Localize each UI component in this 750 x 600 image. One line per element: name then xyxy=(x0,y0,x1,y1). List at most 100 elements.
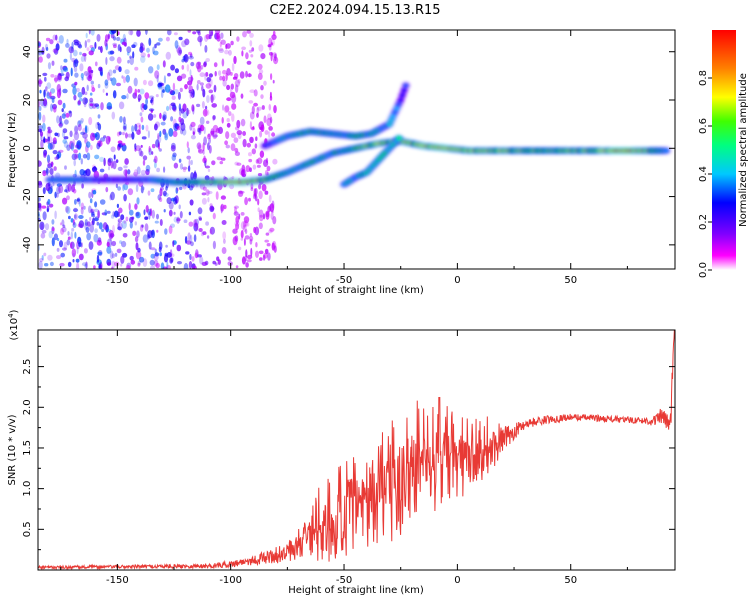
noise-mark xyxy=(88,205,92,214)
noise-mark xyxy=(98,46,101,50)
noise-mark xyxy=(49,142,55,150)
noise-mark xyxy=(241,50,244,57)
noise-mark xyxy=(59,73,65,77)
noise-mark xyxy=(191,93,194,99)
noise-mark xyxy=(196,103,201,108)
noise-mark xyxy=(220,195,226,200)
noise-mark xyxy=(155,139,160,148)
noise-mark xyxy=(198,127,202,134)
noise-mark xyxy=(88,69,92,79)
snr-xtick-label: -100 xyxy=(219,575,242,586)
noise-mark xyxy=(92,189,97,195)
noise-mark xyxy=(118,66,122,73)
noise-mark xyxy=(221,58,225,67)
noise-mark xyxy=(54,74,58,84)
noise-mark xyxy=(182,166,188,170)
noise-mark xyxy=(272,79,275,84)
noise-mark xyxy=(251,105,255,115)
noise-mark xyxy=(177,122,182,127)
noise-mark xyxy=(261,184,267,192)
noise-mark xyxy=(236,162,242,166)
noise-mark xyxy=(154,161,157,169)
noise-mark xyxy=(75,258,80,263)
noise-mark xyxy=(62,102,66,109)
noise-mark xyxy=(63,136,69,140)
noise-mark xyxy=(125,74,130,83)
noise-mark xyxy=(97,123,102,131)
noise-mark xyxy=(272,216,277,225)
noise-mark xyxy=(165,36,170,42)
noise-mark xyxy=(136,197,140,205)
noise-mark xyxy=(99,199,106,205)
noise-mark xyxy=(115,159,119,164)
noise-mark xyxy=(203,126,206,135)
noise-mark xyxy=(126,93,129,100)
noise-mark xyxy=(89,216,92,221)
noise-mark xyxy=(49,91,52,98)
noise-mark xyxy=(186,141,189,149)
noise-mark xyxy=(146,47,150,53)
noise-mark xyxy=(273,105,277,114)
figure-title: C2E2.2024.094.15.13.R15 xyxy=(269,3,440,18)
noise-mark xyxy=(202,231,207,236)
noise-mark xyxy=(46,154,51,164)
noise-mark xyxy=(76,262,80,269)
noise-mark xyxy=(264,248,269,255)
noise-mark xyxy=(41,205,47,209)
noise-mark xyxy=(206,95,210,103)
noise-mark xyxy=(148,66,154,74)
noise-mark xyxy=(143,209,146,216)
noise-mark xyxy=(75,144,80,149)
noise-mark xyxy=(134,203,138,210)
noise-mark xyxy=(142,155,148,161)
noise-mark xyxy=(217,47,224,52)
noise-mark xyxy=(117,140,123,144)
noise-mark xyxy=(61,226,67,233)
noise-mark xyxy=(47,136,51,142)
noise-mark xyxy=(121,75,124,79)
noise-mark xyxy=(82,97,88,105)
noise-mark xyxy=(46,91,50,97)
noise-mark xyxy=(135,184,139,193)
noise-mark xyxy=(248,152,252,157)
noise-mark xyxy=(240,169,245,177)
noise-mark xyxy=(257,198,260,206)
noise-mark xyxy=(97,114,101,119)
noise-mark xyxy=(84,91,88,96)
noise-mark xyxy=(85,125,89,134)
noise-mark xyxy=(230,132,236,138)
noise-mark xyxy=(88,116,93,126)
noise-mark xyxy=(148,211,151,220)
noise-mark xyxy=(89,92,93,96)
noise-mark xyxy=(109,232,113,242)
noise-mark xyxy=(44,223,50,231)
noise-mark xyxy=(273,245,277,253)
noise-mark xyxy=(170,116,174,122)
noise-mark xyxy=(187,76,194,82)
noise-mark xyxy=(217,259,221,265)
noise-mark xyxy=(231,176,235,180)
noise-mark xyxy=(245,249,248,258)
noise-mark xyxy=(46,82,52,89)
noise-mark xyxy=(212,134,218,138)
noise-mark xyxy=(142,103,148,110)
noise-mark xyxy=(77,120,82,128)
noise-mark xyxy=(106,71,111,81)
noise-mark xyxy=(218,48,224,53)
noise-mark xyxy=(164,228,168,235)
noise-mark xyxy=(236,36,240,42)
noise-mark xyxy=(263,115,267,123)
noise-mark xyxy=(177,47,182,56)
noise-mark xyxy=(140,55,146,63)
noise-mark xyxy=(80,55,85,63)
noise-mark xyxy=(196,251,199,256)
noise-mark xyxy=(42,187,46,195)
noise-mark xyxy=(115,82,122,87)
noise-mark xyxy=(179,87,183,93)
noise-mark xyxy=(134,123,138,132)
noise-mark xyxy=(49,39,54,45)
noise-mark xyxy=(83,205,86,210)
noise-mark xyxy=(203,136,208,146)
noise-mark xyxy=(246,60,252,65)
noise-mark xyxy=(259,150,265,158)
